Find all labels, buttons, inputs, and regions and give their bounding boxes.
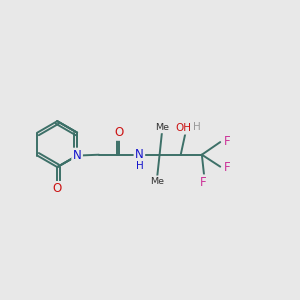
Text: H: H [136, 161, 143, 171]
Text: H: H [193, 122, 200, 132]
Text: O: O [52, 182, 62, 195]
Text: F: F [224, 161, 230, 174]
Text: F: F [200, 176, 207, 189]
Text: Me: Me [150, 177, 164, 186]
Text: N: N [73, 149, 82, 162]
Text: OH: OH [175, 123, 191, 133]
Text: O: O [115, 126, 124, 140]
Text: F: F [224, 135, 230, 148]
Text: N: N [135, 148, 144, 160]
Text: Me: Me [155, 123, 169, 132]
